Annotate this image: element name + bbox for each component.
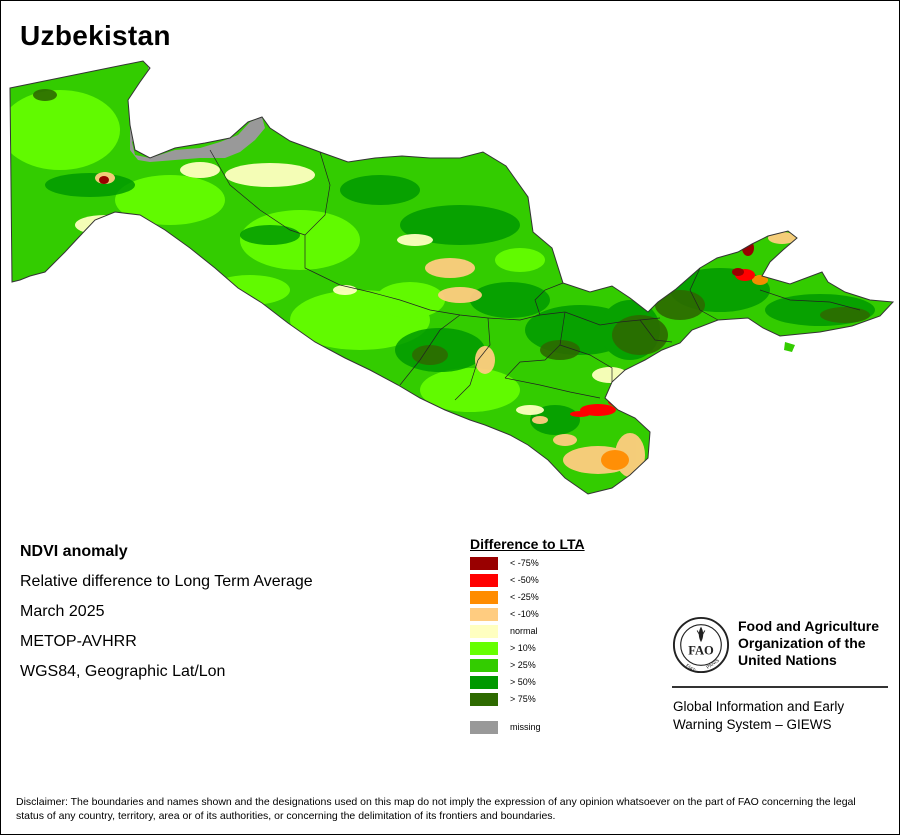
legend-label: > 50% xyxy=(510,677,536,687)
divider xyxy=(672,686,888,688)
legend-swatch-minus10 xyxy=(470,608,498,621)
legend-label: > 75% xyxy=(510,694,536,704)
giews-name: Global Information and Early Warning Sys… xyxy=(673,698,889,734)
legend-label: < -75% xyxy=(510,558,539,568)
legend-swatch-missing xyxy=(470,721,498,734)
fao-logo-motto-left: FIAT xyxy=(684,663,696,674)
legend-swatch-plus10 xyxy=(470,642,498,655)
map-info-block: NDVI anomaly Relative difference to Long… xyxy=(20,541,313,691)
legend-swatch-plus75 xyxy=(470,693,498,706)
legend-label: < -10% xyxy=(510,609,539,619)
legend-label: normal xyxy=(510,626,538,636)
legend-label: > 10% xyxy=(510,643,536,653)
country-outline xyxy=(9,60,895,495)
period: March 2025 xyxy=(20,603,105,620)
legend-swatch-minus25 xyxy=(470,591,498,604)
product-description: Relative difference to Long Term Average xyxy=(20,573,313,590)
legend-title: Difference to LTA xyxy=(470,536,585,552)
legend-swatch-plus25 xyxy=(470,659,498,672)
admin-boundaries xyxy=(209,149,861,401)
org-name-line: Food and Agriculture xyxy=(738,618,880,634)
giews-line: Warning System – GIEWS xyxy=(673,717,832,732)
org-name-line: Organization of the xyxy=(738,635,866,651)
country-ndvi-fill xyxy=(10,61,893,494)
legend-label: missing xyxy=(510,722,541,732)
giews-line: Global Information and Early xyxy=(673,699,845,714)
sensor: METOP-AVHRR xyxy=(20,633,137,650)
legend-swatch-plus50 xyxy=(470,676,498,689)
map-title: Uzbekistan xyxy=(20,20,171,51)
organization-name: Food and Agriculture Organization of the… xyxy=(738,618,898,669)
legend-label: < -25% xyxy=(510,592,539,602)
legend-swatch-minus50 xyxy=(470,574,498,587)
map-legend: Difference to LTA < -75% < -50% < -25% <… xyxy=(470,536,585,734)
ndvi-map xyxy=(9,60,895,495)
legend-swatch-normal xyxy=(470,625,498,638)
fao-logo-text: FAO xyxy=(688,644,714,658)
fao-logo-icon: FAO FIAT PANIS xyxy=(672,616,730,674)
disclaimer: Disclaimer: The boundaries and names sho… xyxy=(16,796,856,822)
product-name: NDVI anomaly xyxy=(20,543,128,560)
legend-label: < -50% xyxy=(510,575,539,585)
legend-label: > 25% xyxy=(510,660,536,670)
legend-swatch-minus75 xyxy=(470,557,498,570)
org-name-line: United Nations xyxy=(738,652,837,668)
projection: WGS84, Geographic Lat/Lon xyxy=(20,663,226,680)
